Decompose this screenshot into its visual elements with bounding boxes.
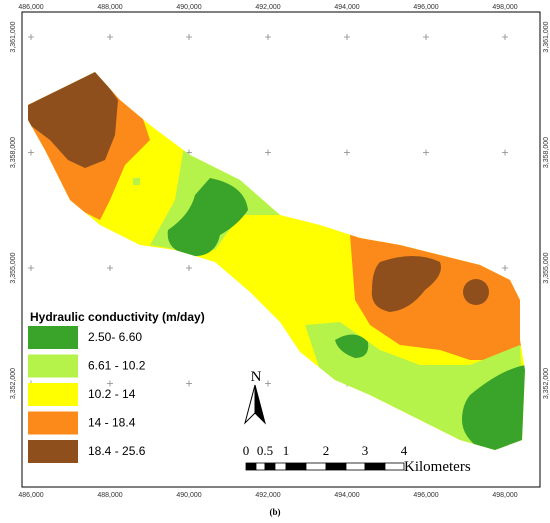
graticule-cross bbox=[107, 265, 113, 271]
north-label: N bbox=[251, 369, 262, 385]
scale-segment bbox=[384, 462, 405, 471]
y-coordinate-label: 3,361,000 bbox=[543, 21, 550, 52]
x-coordinate-label: 498,000 bbox=[492, 4, 517, 11]
zone bbox=[462, 365, 525, 450]
x-coordinate-label: 486,000 bbox=[18, 492, 43, 499]
zone bbox=[167, 178, 248, 257]
graticule-cross bbox=[344, 149, 350, 156]
y-coordinate-label: 3,352,000 bbox=[543, 368, 550, 399]
zone bbox=[371, 256, 441, 312]
legend-label: 2.50- 6.60 bbox=[88, 330, 142, 344]
legend-label: 14 - 18.4 bbox=[88, 416, 136, 430]
x-coordinate-label: 496,000 bbox=[413, 492, 438, 499]
scale-bar: 0 0.5 1 2 3 4 bbox=[243, 443, 408, 471]
zone bbox=[133, 178, 140, 185]
x-coordinate-label: 488,000 bbox=[97, 4, 122, 11]
y-coordinate-label: 3,355,000 bbox=[543, 252, 550, 283]
graticule-cross bbox=[502, 34, 508, 40]
legend-swatch bbox=[28, 411, 78, 435]
scale-segment bbox=[255, 462, 266, 471]
zone bbox=[463, 279, 489, 305]
scale-label: 3 bbox=[362, 443, 369, 458]
x-coordinate-label: 490,000 bbox=[176, 4, 201, 11]
graticule-cross bbox=[265, 34, 271, 40]
y-coordinate-label: 3,352,000 bbox=[10, 368, 17, 399]
graticule-cross bbox=[186, 380, 192, 387]
x-coordinate-label: 492,000 bbox=[255, 4, 280, 11]
graticule-cross bbox=[502, 149, 508, 156]
scale-label: 2 bbox=[323, 443, 330, 458]
graticule-cross bbox=[423, 34, 429, 40]
graticule-cross bbox=[265, 380, 271, 387]
x-coordinate-label: 498,000 bbox=[492, 492, 517, 499]
y-coordinate-label: 3,358,000 bbox=[543, 137, 550, 168]
legend-title: Hydraulic conductivity (m/day) bbox=[30, 310, 205, 324]
graticule-cross bbox=[28, 149, 34, 156]
legend-swatch bbox=[28, 326, 78, 349]
x-coordinate-label: 496,000 bbox=[413, 4, 438, 11]
x-coordinate-labels: 486,000 486,000 488,000 488,000 490,000 490,0… bbox=[18, 4, 517, 499]
y-coordinate-label: 3,361,000 bbox=[10, 21, 17, 52]
x-coordinate-label: 486,000 bbox=[18, 4, 43, 11]
graticule-cross bbox=[502, 265, 508, 271]
x-coordinate-label: 490,000 bbox=[176, 492, 201, 499]
legend-label: 18.4 - 25.6 bbox=[88, 444, 146, 458]
zone bbox=[335, 334, 369, 358]
graticule-cross bbox=[344, 34, 350, 40]
scale-label: 1 bbox=[283, 443, 290, 458]
scale-segment bbox=[245, 462, 257, 471]
y-coordinate-labels: 3,361,000 3,361,000 3,358,000 3,358,000 3,35… bbox=[10, 21, 550, 399]
x-coordinate-label: 492,000 bbox=[255, 492, 280, 499]
graticule-cross bbox=[28, 34, 34, 40]
scale-label: 0 bbox=[243, 443, 250, 458]
legend-swatch bbox=[28, 383, 78, 406]
graticule-cross bbox=[186, 265, 192, 271]
scale-segment bbox=[325, 462, 347, 471]
scale-segment bbox=[364, 462, 386, 471]
graticule-cross bbox=[423, 149, 429, 156]
x-coordinate-label: 488,000 bbox=[97, 492, 122, 499]
scale-segment bbox=[345, 462, 366, 471]
graticule-cross bbox=[265, 149, 271, 156]
scale-segment bbox=[305, 462, 327, 471]
y-coordinate-label: 3,358,000 bbox=[10, 137, 17, 168]
graticule-cross bbox=[107, 34, 113, 40]
y-coordinate-label: 3,355,000 bbox=[10, 252, 17, 283]
caption: (b) bbox=[270, 507, 281, 517]
scale-segment bbox=[274, 462, 287, 471]
legend-label: 6.61 - 10.2 bbox=[88, 359, 146, 373]
scale-segment bbox=[285, 462, 307, 471]
legend: 2.50- 6.60 6.61 - 10.2 10.2 - 14 14 - 18.4 1… bbox=[28, 326, 146, 463]
x-coordinate-label: 494,000 bbox=[334, 492, 359, 499]
legend-swatch bbox=[28, 354, 78, 378]
graticule-cross bbox=[28, 265, 34, 271]
scale-unit: Kilometers bbox=[404, 459, 471, 475]
x-coordinate-label: 494,000 bbox=[334, 4, 359, 11]
scale-segment bbox=[264, 462, 276, 471]
graticule-cross bbox=[186, 34, 192, 40]
legend-label: 10.2 - 14 bbox=[88, 387, 136, 401]
scale-label: 0.5 bbox=[257, 443, 273, 458]
north-arrow: N bbox=[244, 369, 266, 425]
legend-swatch bbox=[28, 440, 78, 463]
scale-label: 4 bbox=[401, 443, 408, 458]
graticule-cross bbox=[107, 380, 113, 387]
